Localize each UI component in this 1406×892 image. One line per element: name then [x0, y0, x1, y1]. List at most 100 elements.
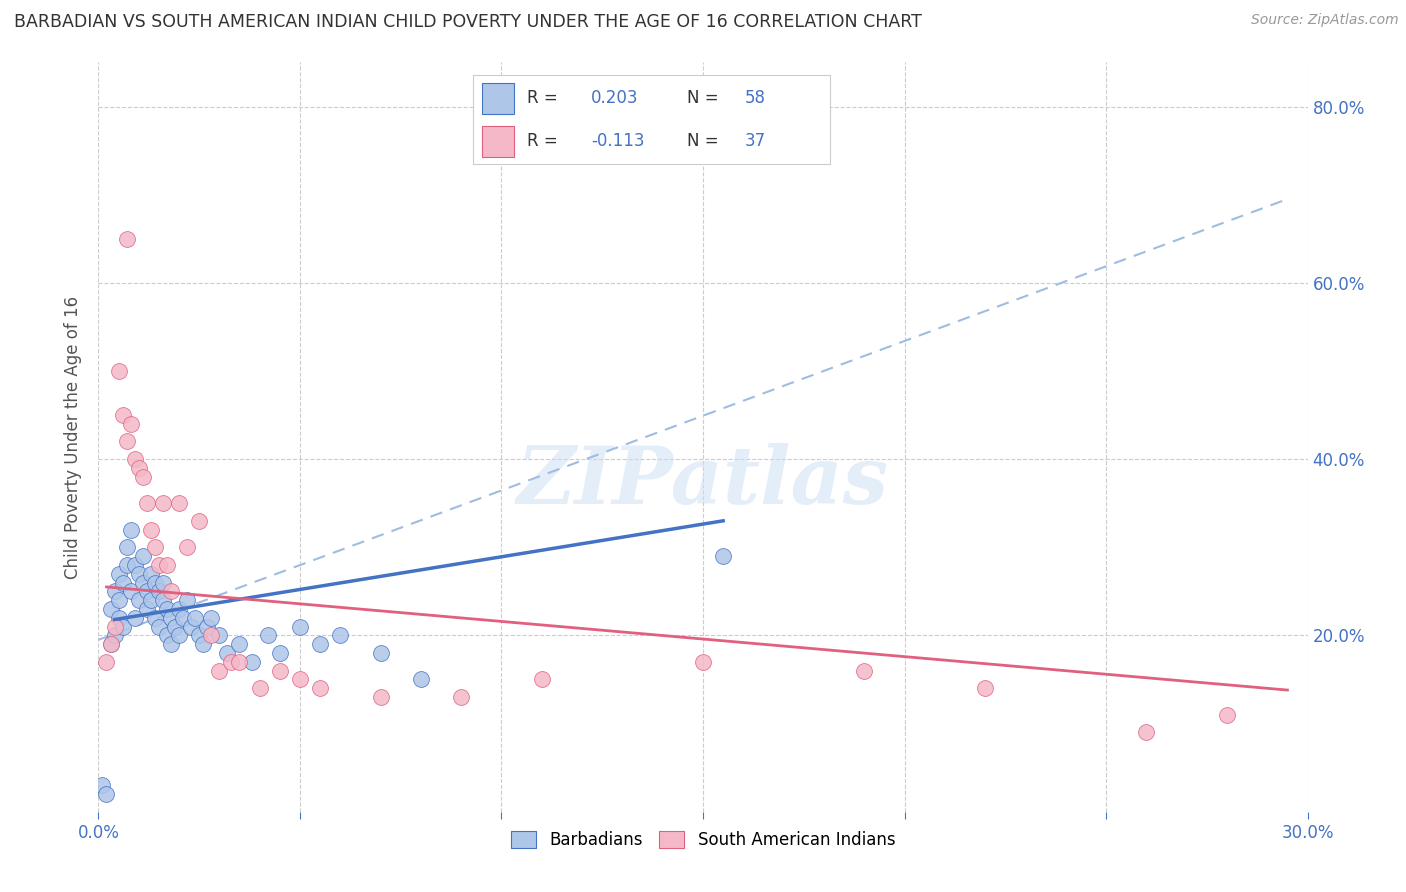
Point: [160, 584, 183, 599]
Point: [309, 681, 332, 696]
Point: [124, 558, 146, 572]
Point: [115, 232, 138, 246]
Point: [160, 637, 183, 651]
Point: [100, 602, 122, 616]
Point: [221, 655, 243, 669]
Point: [132, 549, 155, 563]
Point: [309, 637, 332, 651]
Point: [240, 655, 263, 669]
Point: [100, 637, 122, 651]
Point: [288, 619, 311, 633]
Point: [100, 637, 122, 651]
Point: [128, 593, 150, 607]
Point: [120, 417, 142, 431]
Point: [200, 611, 222, 625]
Point: [172, 611, 194, 625]
Point: [1135, 725, 1157, 739]
Point: [128, 461, 150, 475]
Point: [152, 593, 174, 607]
Point: [120, 584, 142, 599]
Point: [370, 690, 392, 705]
Point: [103, 584, 125, 599]
Point: [188, 514, 211, 528]
Point: [256, 628, 278, 642]
Point: [124, 452, 146, 467]
Point: [217, 646, 239, 660]
Point: [228, 637, 250, 651]
Point: [139, 593, 162, 607]
Point: [1216, 707, 1239, 722]
Point: [156, 558, 179, 572]
Point: [139, 566, 162, 581]
Point: [132, 469, 155, 483]
Point: [120, 523, 142, 537]
Point: [96, 787, 118, 801]
Point: [853, 664, 876, 678]
Point: [139, 523, 162, 537]
Point: [148, 558, 170, 572]
Point: [107, 566, 129, 581]
Point: [143, 611, 166, 625]
Legend: Barbadians, South American Indians: Barbadians, South American Indians: [505, 824, 901, 855]
Point: [409, 673, 432, 687]
Point: [193, 637, 215, 651]
Point: [148, 584, 170, 599]
Point: [370, 646, 392, 660]
Point: [103, 619, 125, 633]
Point: [111, 408, 134, 422]
Point: [135, 496, 157, 510]
Point: [974, 681, 997, 696]
Point: [143, 575, 166, 590]
Point: [135, 602, 157, 616]
Point: [269, 646, 291, 660]
Point: [167, 496, 190, 510]
Point: [107, 611, 129, 625]
Point: [107, 593, 129, 607]
Point: [188, 628, 211, 642]
Point: [167, 602, 190, 616]
Point: [91, 778, 114, 792]
Text: Source: ZipAtlas.com: Source: ZipAtlas.com: [1251, 13, 1399, 28]
Point: [249, 681, 271, 696]
Point: [450, 690, 472, 705]
Point: [163, 619, 186, 633]
Text: ZIPatlas: ZIPatlas: [517, 443, 889, 521]
Point: [107, 364, 129, 378]
Y-axis label: Child Poverty Under the Age of 16: Child Poverty Under the Age of 16: [65, 295, 83, 579]
Point: [269, 664, 291, 678]
Point: [288, 673, 311, 687]
Point: [96, 655, 118, 669]
Point: [124, 611, 146, 625]
Point: [135, 584, 157, 599]
Point: [176, 541, 198, 555]
Point: [176, 593, 198, 607]
Point: [530, 673, 553, 687]
Point: [132, 575, 155, 590]
Point: [152, 575, 174, 590]
Point: [208, 664, 231, 678]
Point: [143, 541, 166, 555]
Point: [195, 619, 218, 633]
Point: [711, 549, 734, 563]
Text: BARBADIAN VS SOUTH AMERICAN INDIAN CHILD POVERTY UNDER THE AGE OF 16 CORRELATION: BARBADIAN VS SOUTH AMERICAN INDIAN CHILD…: [14, 13, 922, 31]
Point: [115, 434, 138, 449]
Point: [692, 655, 714, 669]
Point: [167, 628, 190, 642]
Point: [208, 628, 231, 642]
Point: [156, 628, 179, 642]
Point: [111, 619, 134, 633]
Point: [180, 619, 202, 633]
Point: [152, 496, 174, 510]
Point: [329, 628, 352, 642]
Point: [111, 575, 134, 590]
Point: [128, 566, 150, 581]
Point: [148, 619, 170, 633]
Point: [103, 628, 125, 642]
Point: [160, 611, 183, 625]
Point: [115, 558, 138, 572]
Point: [184, 611, 207, 625]
Point: [228, 655, 250, 669]
Point: [156, 602, 179, 616]
Point: [200, 628, 222, 642]
Point: [115, 541, 138, 555]
